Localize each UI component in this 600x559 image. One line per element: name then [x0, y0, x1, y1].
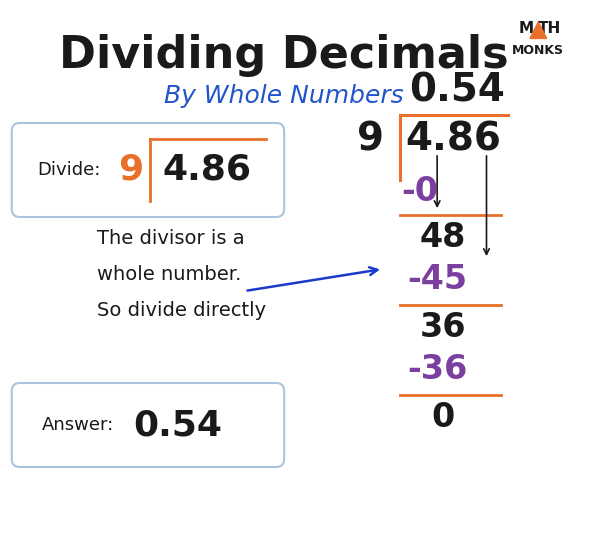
- Text: -0: -0: [401, 175, 438, 208]
- Text: whole number.: whole number.: [97, 266, 241, 285]
- Polygon shape: [530, 22, 547, 39]
- Text: 0: 0: [431, 401, 455, 434]
- Text: 9: 9: [119, 153, 144, 187]
- Text: The divisor is a: The divisor is a: [97, 230, 244, 249]
- FancyBboxPatch shape: [12, 123, 284, 217]
- Text: 4.86: 4.86: [163, 153, 251, 187]
- Text: M: M: [519, 21, 534, 36]
- Text: 9: 9: [357, 120, 384, 158]
- Text: MONKS: MONKS: [512, 44, 564, 56]
- Text: 36: 36: [420, 311, 466, 344]
- Text: -45: -45: [407, 263, 467, 296]
- Text: TH: TH: [538, 21, 562, 36]
- Text: By Whole Numbers: By Whole Numbers: [164, 84, 404, 108]
- Text: -36: -36: [407, 353, 467, 386]
- Text: 0.54: 0.54: [133, 408, 222, 442]
- Text: Answer:: Answer:: [43, 416, 115, 434]
- Text: 4.86: 4.86: [405, 120, 501, 158]
- Text: 48: 48: [420, 221, 466, 254]
- Text: Divide:: Divide:: [37, 161, 101, 179]
- Text: Dividing Decimals: Dividing Decimals: [59, 34, 509, 77]
- Text: So divide directly: So divide directly: [97, 301, 266, 320]
- FancyBboxPatch shape: [12, 383, 284, 467]
- Text: 0.54: 0.54: [409, 71, 505, 109]
